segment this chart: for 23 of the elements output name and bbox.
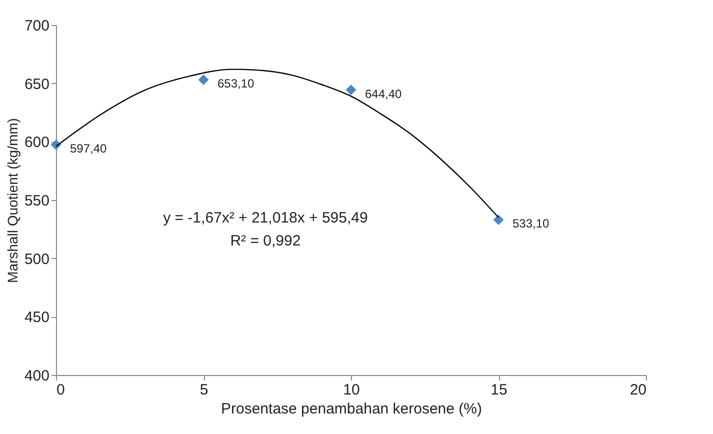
x-tick-label: 10: [343, 382, 360, 398]
data-label: 597,40: [70, 142, 108, 156]
point: [493, 214, 504, 225]
x-tick-label: 15: [490, 382, 508, 398]
y-tick-label: 700: [24, 18, 50, 34]
annotation: R² = 0,992: [230, 232, 301, 250]
y-tick-label: 500: [24, 250, 50, 268]
x-tick-label: 20: [630, 382, 646, 398]
point: [198, 74, 209, 85]
y-tick-label: 600: [24, 134, 50, 152]
y-tick-label: 450: [24, 309, 50, 326]
y-axis-title: Marshall Quotient (kg/mm): [4, 118, 20, 283]
data-label: 644,40: [365, 86, 402, 101]
point: [346, 84, 356, 96]
x-tick-label: 0: [56, 382, 65, 398]
y-tick-label: 400: [24, 368, 50, 384]
annotation: y = -1,67x² + 21,018x + 595,49: [163, 210, 368, 226]
y-tick-label: 550: [24, 192, 50, 210]
x-tick-label: 5: [200, 382, 208, 398]
y-tick-label: 650: [24, 76, 50, 93]
data-label: 653,10: [218, 76, 255, 91]
data-label: 533,10: [512, 216, 550, 231]
x-axis-title: Prosentase penambahan kerosene (%): [221, 400, 482, 418]
